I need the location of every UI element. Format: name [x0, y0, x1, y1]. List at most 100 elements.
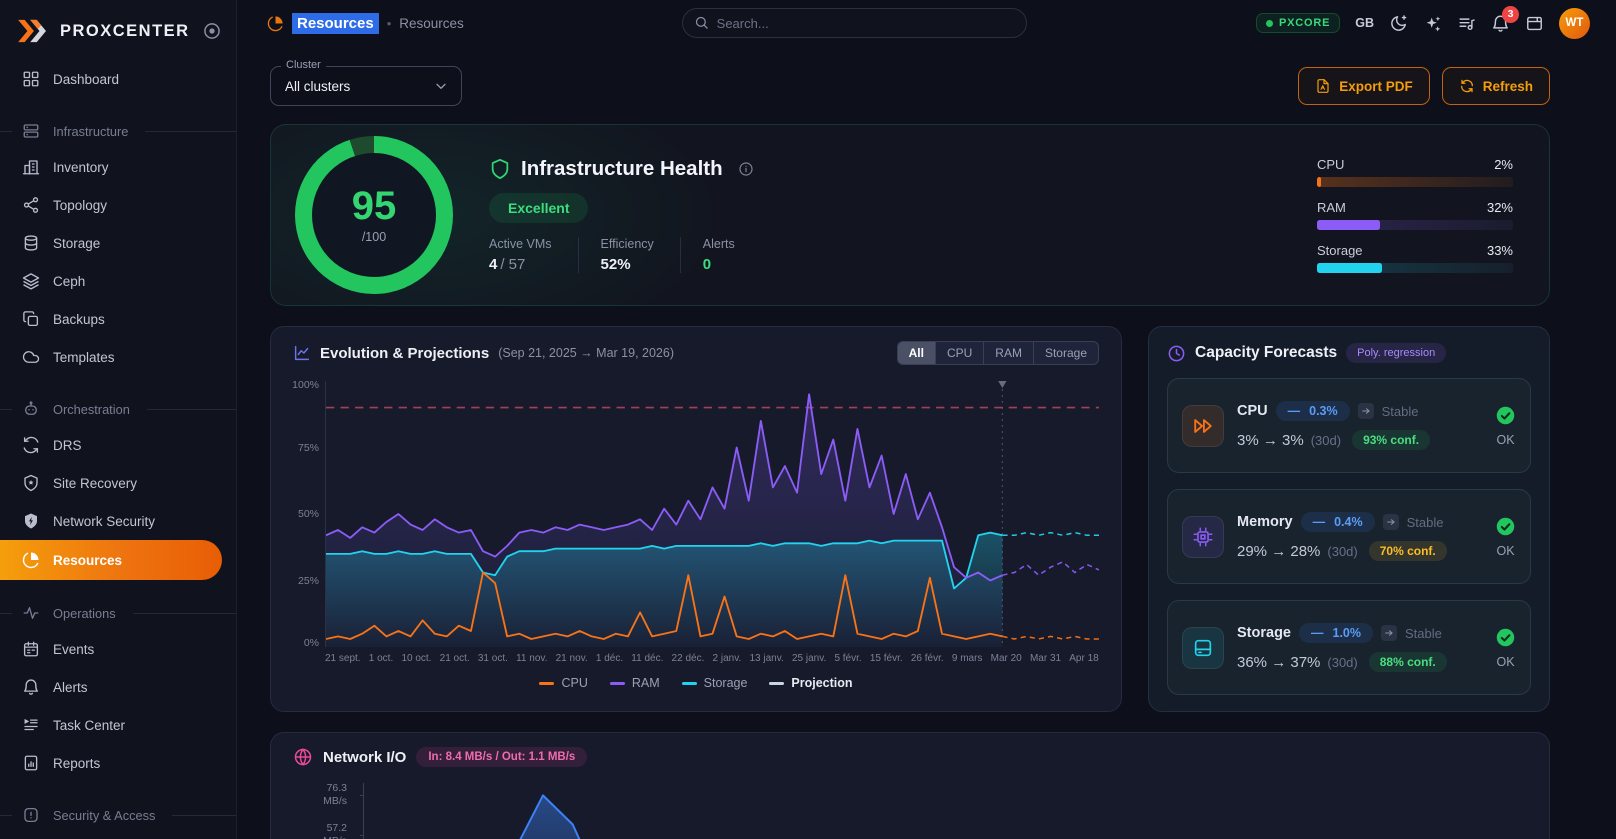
cpu-usage-bar: CPU2% — [1317, 157, 1513, 187]
tab-storage[interactable]: Storage — [1033, 342, 1098, 364]
tab-cpu[interactable]: CPU — [935, 342, 983, 364]
chevron-down-icon — [433, 78, 449, 94]
sidebar-item-inventory[interactable]: Inventory — [0, 148, 236, 186]
user-avatar[interactable]: WT — [1559, 8, 1590, 39]
delta-badge: —0.3% — [1276, 401, 1350, 421]
forecast-range: 36% → 37% — [1237, 654, 1320, 671]
x-tick-label: 2 janv. — [713, 653, 742, 664]
x-tick-label: 22 déc. — [672, 653, 705, 664]
x-tick-label: Mar 20 — [991, 653, 1022, 664]
sidebar-item-storage[interactable]: Storage — [0, 224, 236, 262]
sidebar-item-label: Topology — [53, 198, 107, 213]
sidebar-item-topology[interactable]: Topology — [0, 186, 236, 224]
clock-icon — [1167, 344, 1186, 363]
legend-item-projection[interactable]: Projection — [769, 676, 852, 690]
dark-mode-button[interactable] — [1389, 14, 1408, 33]
status-label: OK — [1496, 655, 1514, 669]
sidebar-item-label: Task Center — [53, 718, 125, 733]
cloud-icon — [22, 348, 40, 366]
sidebar-item-network-security[interactable]: Network Security — [0, 502, 236, 540]
y-tick-label: 25% — [298, 575, 319, 587]
status-dot — [1266, 20, 1273, 27]
export-pdf-button[interactable]: Export PDF — [1298, 67, 1430, 105]
sidebar-item-dashboard[interactable]: Dashboard — [0, 60, 236, 98]
section-label: Infrastructure — [53, 124, 128, 139]
info-icon[interactable] — [738, 161, 754, 177]
sidebar-item-label: Ceph — [53, 274, 85, 289]
sidebar-item-resources[interactable]: Resources — [0, 540, 222, 580]
legend-item-storage[interactable]: Storage — [682, 676, 748, 690]
stat-alerts: Alerts 0 — [680, 237, 761, 273]
legend-item-ram[interactable]: RAM — [610, 676, 660, 690]
y-tick-label: 57.2 MB/s — [313, 822, 347, 839]
search-input[interactable] — [682, 8, 1027, 38]
database-icon — [22, 234, 40, 252]
sidebar-item-task-center[interactable]: Task Center — [0, 706, 236, 744]
notifications-button[interactable]: 3 — [1491, 14, 1510, 33]
sidebar-item-reports[interactable]: Reports — [0, 744, 236, 782]
x-tick-label: 21 oct. — [440, 653, 470, 664]
network-io-card: Network I/O In: 8.4 MB/s / Out: 1.1 MB/s… — [270, 732, 1550, 839]
sidebar-item-label: Backups — [53, 312, 105, 327]
evolution-chart-plot — [326, 381, 1099, 647]
forecast-status: OK — [1495, 627, 1516, 669]
shield-icon — [489, 158, 511, 180]
line-chart-icon — [293, 344, 311, 362]
tab-all[interactable]: All — [898, 342, 935, 364]
notification-count-badge: 3 — [1502, 6, 1519, 23]
forecast-period: (30d) — [1327, 544, 1357, 559]
forecast-name: Memory — [1237, 514, 1293, 530]
sidebar-item-label: Resources — [53, 553, 122, 568]
capacity-forecasts-card: Capacity Forecasts Poly. regression CPU … — [1148, 326, 1550, 712]
ai-assistant-button[interactable] — [1423, 14, 1442, 33]
section-label: Operations — [53, 606, 116, 621]
sidebar-item-site-recovery[interactable]: Site Recovery — [0, 464, 236, 502]
cluster-select[interactable]: Cluster All clusters — [270, 66, 462, 106]
forecast-period: (30d) — [1311, 433, 1341, 448]
breadcrumb-current[interactable]: Resources — [292, 13, 379, 34]
window-layout-button[interactable] — [1525, 14, 1544, 33]
sidebar-item-label: Templates — [53, 350, 115, 365]
forecast-item-storage: Storage —1.0% Stable 36% → 37% (30d) 88%… — [1167, 600, 1531, 695]
evolution-y-axis: 100% 75% 50% 25% 0% — [293, 381, 323, 647]
check-circle-icon — [1495, 405, 1516, 426]
bell-icon — [22, 678, 40, 696]
activity-log-button[interactable] — [1457, 14, 1476, 33]
regression-model-badge: Poly. regression — [1346, 343, 1446, 363]
browser-window-icon — [1525, 14, 1544, 33]
sidebar-item-label: Reports — [53, 756, 100, 771]
forecast-range: 3% → 3% — [1237, 432, 1304, 449]
language-selector[interactable]: GB — [1355, 16, 1374, 30]
breadcrumb-parent[interactable]: Resources — [399, 16, 464, 31]
toolbar: Cluster All clusters Export PDF Refresh — [270, 66, 1550, 106]
forecast-period: (30d) — [1327, 655, 1357, 670]
trend-label: Stable — [1382, 404, 1419, 419]
fast-forward-icon — [1192, 415, 1214, 437]
sidebar-item-drs[interactable]: DRS — [0, 426, 236, 464]
sidebar-item-events[interactable]: Events — [0, 630, 236, 668]
stat-value: 0 — [703, 256, 711, 273]
stat-efficiency: Efficiency 52% — [578, 237, 680, 273]
sidebar-item-backups[interactable]: Backups — [0, 300, 236, 338]
health-score: 95 — [352, 186, 397, 226]
legend-item-cpu[interactable]: CPU — [539, 676, 587, 690]
main-area: Resources • Resources PXCORE GB 3 WT — [237, 0, 1616, 839]
sidebar-item-label: Network Security — [53, 514, 155, 529]
sidebar-item-ceph[interactable]: Ceph — [0, 262, 236, 300]
sidebar-item-label: Site Recovery — [53, 476, 137, 491]
bar-value: 2% — [1494, 157, 1513, 172]
sidebar-item-templates[interactable]: Templates — [0, 338, 236, 376]
refresh-button[interactable]: Refresh — [1442, 67, 1550, 105]
x-tick-label: 10 oct. — [401, 653, 431, 664]
trend-label: Stable — [1407, 515, 1444, 530]
sidebar-collapse-button[interactable] — [202, 21, 222, 41]
tab-ram[interactable]: RAM — [983, 342, 1033, 364]
moon-icon — [1389, 14, 1408, 33]
env-label: PXCORE — [1279, 17, 1330, 29]
health-card-title: Infrastructure Health — [521, 157, 723, 181]
sidebar-item-alerts[interactable]: Alerts — [0, 668, 236, 706]
evolution-chart: 100% 75% 50% 25% 0% 21 sept.1 oct.10 oct… — [293, 381, 1099, 690]
id-shield-icon — [22, 806, 40, 824]
sidebar-section-security-access: Security & Access — [0, 798, 236, 832]
section-label: Orchestration — [53, 402, 130, 417]
